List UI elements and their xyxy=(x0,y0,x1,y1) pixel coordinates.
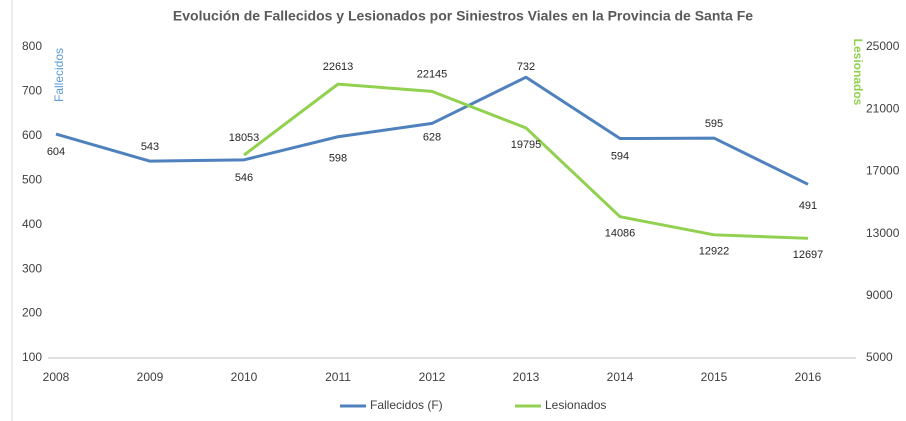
y2-tick-label: 17000 xyxy=(866,164,900,178)
data-label: 543 xyxy=(141,141,159,153)
y-tick-label: 200 xyxy=(22,306,42,320)
legend-label: Fallecidos (F) xyxy=(370,398,443,412)
data-label: 604 xyxy=(47,146,65,158)
data-label: 594 xyxy=(611,150,629,162)
y-tick-label: 400 xyxy=(22,217,42,231)
y2-tick-label: 21000 xyxy=(866,101,900,115)
data-label: 22145 xyxy=(417,68,448,80)
y-tick-label: 300 xyxy=(22,261,42,275)
series-line xyxy=(243,82,809,240)
data-label: 14086 xyxy=(605,228,636,240)
y-axis-label: Fallecidos xyxy=(52,48,66,102)
x-tick-label: 2008 xyxy=(43,370,70,384)
y2-tick-label: 5000 xyxy=(866,350,893,364)
data-label: 22613 xyxy=(323,61,354,73)
x-tick-label: 2013 xyxy=(513,370,540,384)
data-label: 19795 xyxy=(511,139,542,151)
data-label: 546 xyxy=(235,172,253,184)
data-label: 12922 xyxy=(699,246,730,258)
series-line xyxy=(55,75,809,186)
x-tick-label: 2015 xyxy=(701,370,728,384)
chart-title: Evolución de Fallecidos y Lesionados por… xyxy=(173,8,753,24)
y2-tick-label: 25000 xyxy=(866,39,900,53)
x-tick-label: 2009 xyxy=(137,370,164,384)
y-tick-label: 800 xyxy=(22,39,42,53)
data-label: 732 xyxy=(517,61,535,73)
y-tick-label: 500 xyxy=(22,172,42,186)
y2-axis-label: Lesionados xyxy=(851,39,865,106)
y-tick-label: 700 xyxy=(22,84,42,98)
data-label: 598 xyxy=(329,153,347,165)
legend-label: Lesionados xyxy=(545,398,606,412)
data-label: 628 xyxy=(423,131,441,143)
x-tick-label: 2016 xyxy=(795,370,822,384)
data-label: 595 xyxy=(705,118,723,130)
y-tick-label: 600 xyxy=(22,128,42,142)
data-label: 491 xyxy=(799,200,817,212)
x-tick-label: 2011 xyxy=(325,370,351,384)
y2-tick-label: 13000 xyxy=(866,226,900,240)
y-tick-label: 100 xyxy=(22,350,42,364)
y2-tick-label: 9000 xyxy=(866,288,893,302)
data-label: 18053 xyxy=(229,132,260,144)
x-tick-label: 2012 xyxy=(419,370,446,384)
x-tick-label: 2010 xyxy=(231,370,258,384)
data-label: 12697 xyxy=(793,249,824,261)
x-tick-label: 2014 xyxy=(607,370,634,384)
